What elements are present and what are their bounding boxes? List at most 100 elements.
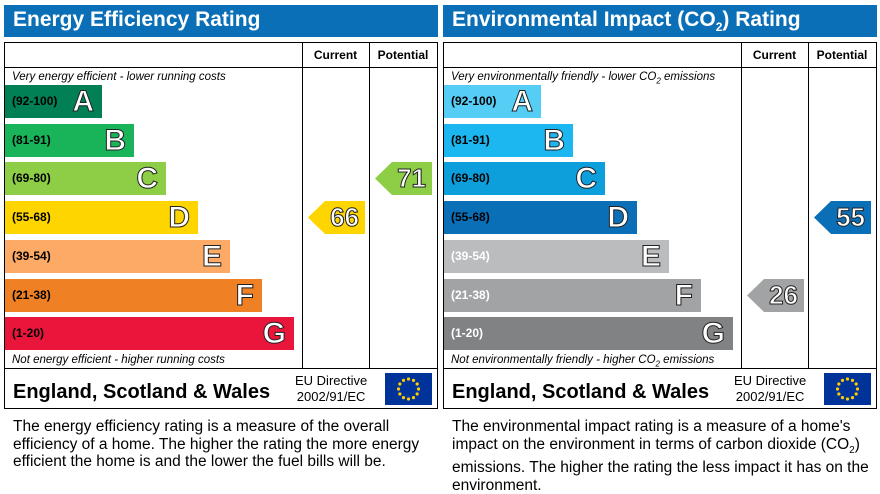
directive-line: EU Directive: [734, 373, 807, 388]
band-range-label: (1-20): [451, 326, 484, 341]
divider-line: [808, 43, 809, 368]
rating-band-d: (55-68) D: [444, 201, 637, 235]
star-icon: [398, 392, 402, 396]
star-icon: [398, 382, 402, 386]
star-icon: [835, 387, 840, 391]
band-range-label: (39-54): [451, 248, 490, 263]
star-icon: [837, 392, 841, 396]
divider-line: [302, 43, 303, 368]
rating-value: 66: [330, 202, 360, 233]
rating-value: 55: [836, 202, 866, 233]
star-icon: [854, 392, 858, 396]
directive-line: 2002/91/EC: [735, 389, 805, 404]
rating-band-a: (92-100) A: [5, 85, 102, 119]
note-subscript: 2: [655, 359, 660, 369]
band-range-label: (69-80): [12, 171, 51, 186]
top-note: Very energy efficient - lower running co…: [12, 71, 226, 83]
band-letter: C: [136, 162, 159, 196]
arrow-polygon: [747, 278, 804, 312]
band-range-label: (39-54): [12, 248, 51, 263]
divider-line: [444, 368, 876, 369]
band-range-label: (92-100): [451, 94, 497, 108]
band-letter: D: [168, 201, 191, 235]
star-icon: [415, 392, 419, 396]
divider-line: [741, 43, 742, 368]
title-text-end: ) Rating: [722, 8, 801, 31]
divider-line: [369, 43, 370, 368]
divider-line: [444, 67, 876, 68]
star-icon: [401, 396, 406, 400]
divider-line: [5, 67, 437, 68]
band-range-label: (55-68): [451, 210, 490, 225]
rating-band-f: (21-38) F: [5, 278, 262, 312]
star-icon: [401, 378, 406, 382]
arrow-shape: [375, 162, 432, 196]
environmental-impact-panel: Environmental Impact (CO2) Rating Curren…: [443, 5, 877, 494]
star-icon: [396, 387, 401, 391]
star-icon: [840, 396, 845, 400]
eu-stars: [396, 377, 421, 401]
band-letter: C: [575, 162, 598, 196]
environmental-title: Environmental Impact (CO2) Rating: [452, 8, 801, 34]
environmental-description: The environmental impact rating is a mea…: [452, 418, 872, 494]
star-icon: [406, 397, 411, 401]
star-icon: [406, 377, 411, 381]
rating-band-a: (92-100) A: [444, 85, 541, 119]
rating-value: 71: [397, 163, 427, 194]
arrow-polygon: [308, 201, 365, 235]
eu-flag-icon: [824, 373, 871, 405]
band-range-label: (81-91): [451, 132, 490, 147]
eu-flag-icon: [385, 373, 432, 405]
band-letter: A: [511, 85, 534, 119]
description-text-end: ) emissions. The higher the rating the l…: [452, 435, 869, 494]
note-subscript: 2: [656, 76, 661, 86]
band-letter: A: [72, 85, 95, 119]
arrow-shape: [308, 201, 365, 235]
band-range-label: (92-100): [12, 94, 58, 108]
potential-rating-arrow: 55: [814, 201, 871, 235]
country-label: England, Scotland & Wales: [452, 381, 710, 403]
energy-chart-box: Current Potential Very energy efficient …: [4, 42, 438, 409]
rating-band-c: (69-80) C: [5, 162, 166, 196]
note-text-end: emissions: [660, 71, 716, 83]
band-letter: B: [104, 123, 127, 157]
band-range-label: (1-20): [12, 326, 45, 341]
rating-band-g: (1-20) G: [5, 317, 294, 351]
potential-rating-arrow: 71: [375, 162, 432, 196]
directive-line: EU Directive: [295, 373, 368, 388]
energy-title: Energy Efficiency Rating: [13, 8, 261, 31]
top-note: Very environmentally friendly - lower CO…: [451, 71, 715, 85]
band-range-label: (21-38): [12, 287, 51, 302]
band-range-label: (21-38): [451, 287, 490, 302]
note-text-end: emissions: [659, 354, 715, 366]
band-letter: D: [607, 201, 630, 235]
energy-efficiency-panel: Energy Efficiency Rating Current Potenti…: [4, 5, 438, 492]
star-icon: [850, 396, 855, 400]
rating-band-e: (39-54) E: [444, 239, 669, 273]
band-range-label: (55-68): [12, 210, 51, 225]
rating-band-b: (81-91) B: [444, 123, 573, 157]
environmental-title-bar: Environmental Impact (CO2) Rating: [443, 5, 877, 37]
star-icon: [840, 378, 845, 382]
description-subscript: 2: [849, 444, 855, 456]
eu-directive: EU Directive 2002/91/EC: [734, 373, 806, 405]
star-icon: [845, 377, 850, 381]
note-text: Not environmentally friendly - higher CO: [451, 354, 656, 366]
energy-title-bar: Energy Efficiency Rating: [4, 5, 438, 37]
current-rating-arrow: 66: [308, 201, 365, 235]
star-icon: [850, 378, 855, 382]
band-letter: E: [640, 239, 661, 273]
current-column-header: Current: [313, 48, 358, 62]
band-letter: B: [543, 123, 566, 157]
rating-band-e: (39-54) E: [5, 239, 230, 273]
title-subscript: 2: [715, 20, 723, 35]
note-text: Very environmentally friendly - lower CO: [451, 71, 657, 83]
star-icon: [415, 382, 419, 386]
title-text: Environmental Impact (CO: [452, 8, 716, 31]
arrow-shape: [747, 278, 804, 312]
star-icon: [854, 382, 858, 386]
bottom-note: Not environmentally friendly - higher CO…: [451, 354, 714, 368]
directive-line: 2002/91/EC: [296, 389, 366, 404]
energy-description: The energy efficiency rating is a measur…: [13, 418, 420, 470]
potential-column-header: Potential: [377, 48, 429, 62]
